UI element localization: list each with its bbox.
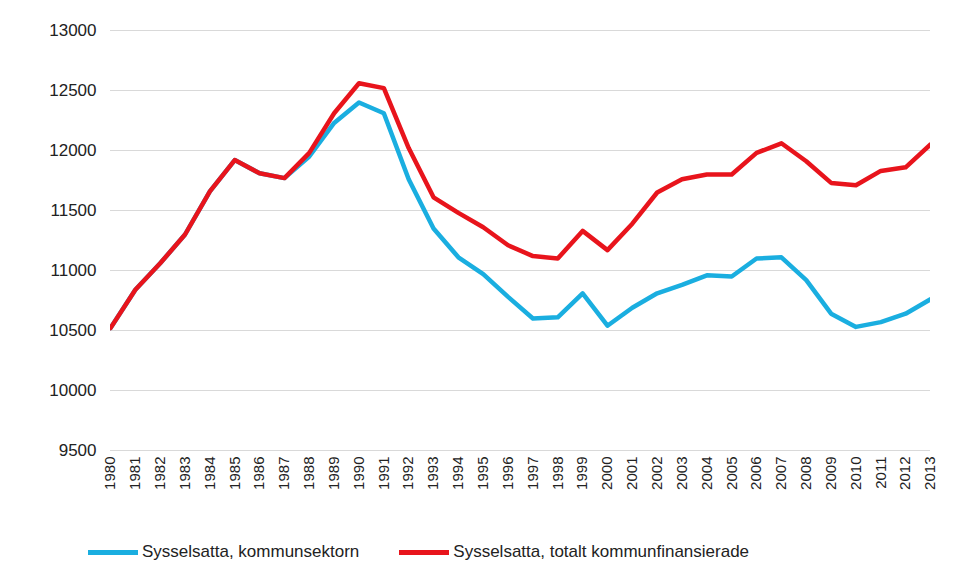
- svg-text:2010: 2010: [847, 457, 864, 490]
- svg-text:10500: 10500: [49, 321, 96, 340]
- svg-text:1994: 1994: [449, 457, 466, 490]
- svg-text:1997: 1997: [524, 457, 541, 490]
- svg-text:1983: 1983: [176, 457, 193, 490]
- svg-text:2011: 2011: [872, 457, 889, 489]
- svg-text:2007: 2007: [772, 457, 789, 490]
- svg-text:2012: 2012: [896, 457, 913, 490]
- svg-text:1981: 1981: [126, 457, 143, 490]
- svg-text:1993: 1993: [424, 457, 441, 490]
- svg-text:9500: 9500: [59, 441, 97, 460]
- svg-text:2001: 2001: [623, 457, 640, 490]
- svg-text:1982: 1982: [151, 457, 168, 490]
- svg-text:1984: 1984: [201, 457, 218, 490]
- svg-text:13000: 13000: [49, 21, 96, 40]
- svg-text:2013: 2013: [921, 457, 938, 490]
- svg-text:1987: 1987: [275, 457, 292, 490]
- svg-text:1998: 1998: [549, 457, 566, 490]
- svg-text:1995: 1995: [474, 457, 491, 490]
- html-text:Sysselsatta, totalt kommunfina: Sysselsatta, totalt kommunfinansierade: [453, 542, 750, 561]
- svg-text:1991: 1991: [375, 457, 392, 490]
- svg-text:11500: 11500: [50, 201, 96, 220]
- svg-text:2004: 2004: [698, 457, 715, 490]
- svg-text:2006: 2006: [747, 457, 764, 490]
- svg-text:1990: 1990: [350, 457, 367, 490]
- svg-text:1989: 1989: [325, 457, 342, 490]
- svg-text:1980: 1980: [101, 457, 118, 490]
- svg-text:1992: 1992: [399, 457, 416, 490]
- svg-text:1985: 1985: [226, 457, 243, 490]
- svg-text:2002: 2002: [648, 457, 665, 490]
- svg-text:1996: 1996: [499, 457, 516, 490]
- svg-text:2000: 2000: [598, 457, 615, 490]
- svg-text:10000: 10000: [49, 381, 96, 400]
- svg-text:11000: 11000: [50, 261, 96, 280]
- svg-text:2003: 2003: [673, 457, 690, 490]
- svg-text:2005: 2005: [723, 457, 740, 490]
- html-text:Sysselsatta, kommunsektorn: Sysselsatta, kommunsektorn: [142, 542, 360, 561]
- svg-text:1986: 1986: [250, 457, 267, 490]
- svg-text:12000: 12000: [49, 141, 96, 160]
- svg-text:12500: 12500: [49, 81, 96, 100]
- svg-text:1988: 1988: [300, 457, 317, 490]
- svg-text:2009: 2009: [822, 457, 839, 490]
- svg-text:1999: 1999: [573, 457, 590, 490]
- svg-text:2008: 2008: [797, 457, 814, 490]
